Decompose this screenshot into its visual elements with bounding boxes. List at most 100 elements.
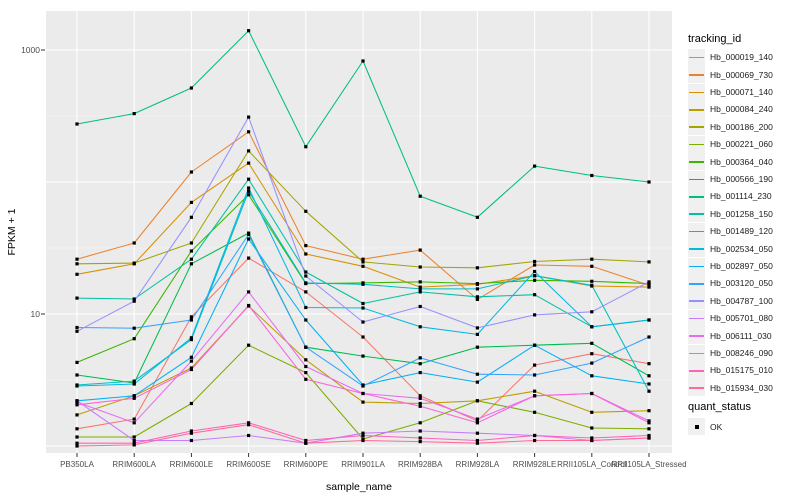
series-points-Hb_000186_200 xyxy=(75,149,651,270)
data-point xyxy=(189,257,193,261)
data-point xyxy=(475,431,479,435)
data-point xyxy=(75,444,79,448)
data-point xyxy=(75,413,79,417)
data-point xyxy=(418,248,422,252)
data-point xyxy=(247,232,251,237)
data-point xyxy=(189,318,193,322)
data-point xyxy=(247,29,251,33)
x-tick-label-RRIM600LE: RRIM600LE xyxy=(169,460,214,469)
data-point xyxy=(247,189,251,193)
series-points-Hb_001114_230 xyxy=(75,29,651,219)
data-point xyxy=(361,59,365,63)
data-point xyxy=(132,379,136,383)
data-point xyxy=(304,441,308,445)
legend-item-label: Hb_004787_100 xyxy=(710,295,773,306)
data-point xyxy=(189,241,193,245)
data-point xyxy=(247,421,251,425)
data-point xyxy=(590,436,594,440)
legend-item-Hb_000084_240: Hb_000084_240 xyxy=(688,100,773,119)
legend-key-Hb_000186_200 xyxy=(688,118,705,136)
y-tick-label-10: 10 xyxy=(30,308,40,319)
legend-key-line-icon xyxy=(689,300,704,302)
data-point xyxy=(189,431,193,435)
data-point xyxy=(475,282,479,286)
legend-item-label: Hb_002897_050 xyxy=(710,261,773,272)
data-point xyxy=(75,329,79,333)
data-point xyxy=(189,401,193,406)
legend-item-label: Hb_008246_090 xyxy=(710,348,773,359)
data-point xyxy=(189,170,193,174)
plot-panel xyxy=(46,11,672,453)
data-point xyxy=(189,338,193,342)
data-point xyxy=(475,380,479,384)
data-point xyxy=(590,352,594,356)
data-point xyxy=(533,293,537,297)
data-point xyxy=(75,272,79,276)
legend-item-Hb_008246_090: Hb_008246_090 xyxy=(688,344,773,362)
data-point xyxy=(75,296,79,300)
legend-item-Hb_000566_190: Hb_000566_190 xyxy=(688,170,773,188)
legend-key-Hb_015934_030 xyxy=(688,379,705,397)
data-point xyxy=(647,335,651,339)
data-point xyxy=(533,269,537,274)
legend-key-line-icon xyxy=(689,248,704,250)
data-point xyxy=(647,436,651,440)
data-point xyxy=(132,299,136,303)
legend-item-Hb_000364_040: Hb_000364_040 xyxy=(688,153,773,171)
data-point xyxy=(132,297,136,301)
data-point xyxy=(475,326,479,330)
data-point xyxy=(132,421,136,425)
data-point xyxy=(590,310,594,314)
data-point xyxy=(132,417,136,421)
data-point xyxy=(590,410,594,414)
legend-item-Hb_000221_060: Hb_000221_060 xyxy=(688,135,773,154)
data-point xyxy=(590,264,594,268)
legend-item-Hb_015934_030: Hb_015934_030 xyxy=(688,379,773,397)
data-point xyxy=(590,279,594,283)
data-point xyxy=(361,335,365,339)
data-point xyxy=(132,441,136,445)
data-point xyxy=(418,325,422,329)
data-point xyxy=(475,297,479,301)
legend-item-Hb_003120_050: Hb_003120_050 xyxy=(688,274,773,293)
data-point xyxy=(75,441,79,445)
series-points-Hb_002534_050 xyxy=(75,186,651,388)
y-tick-label-1000: 1000 xyxy=(21,44,40,55)
data-point xyxy=(189,249,193,253)
data-point xyxy=(132,443,136,447)
legend-key-line-icon xyxy=(689,74,704,76)
legend-item-Hb_006111_030: Hb_006111_030 xyxy=(688,327,772,345)
legend-item-label: Hb_006111_030 xyxy=(710,330,772,341)
data-point xyxy=(647,421,651,425)
data-point xyxy=(247,343,251,347)
data-point xyxy=(304,438,308,443)
data-point xyxy=(418,404,422,408)
legend-item-Hb_000186_200: Hb_000186_200 xyxy=(688,118,773,136)
legend-item-Hb_005701_080: Hb_005701_080 xyxy=(688,309,773,328)
data-point xyxy=(533,389,537,393)
data-point xyxy=(533,438,537,443)
data-point xyxy=(304,371,308,375)
data-point xyxy=(361,257,365,261)
data-point xyxy=(647,419,651,423)
legend-key-Hb_000069_730 xyxy=(688,66,705,84)
data-point xyxy=(533,164,537,168)
data-point xyxy=(418,440,422,444)
data-point xyxy=(75,427,79,431)
data-point xyxy=(132,435,136,439)
data-point xyxy=(189,262,193,266)
legend-key-Hb_001114_230 xyxy=(688,187,705,205)
data-point xyxy=(533,433,537,438)
data-point xyxy=(75,435,79,439)
data-point xyxy=(304,377,308,381)
legend-item-label: Hb_000221_060 xyxy=(710,139,773,150)
legend-key-Hb_000084_240 xyxy=(688,100,705,118)
legend-item-Hb_000069_730: Hb_000069_730 xyxy=(688,66,773,84)
legend-key-Hb_000071_140 xyxy=(688,83,705,101)
data-point xyxy=(475,287,479,291)
data-point xyxy=(304,244,308,248)
data-point xyxy=(361,301,365,306)
data-point xyxy=(418,362,422,366)
legend-key-Hb_002534_050 xyxy=(688,240,705,258)
